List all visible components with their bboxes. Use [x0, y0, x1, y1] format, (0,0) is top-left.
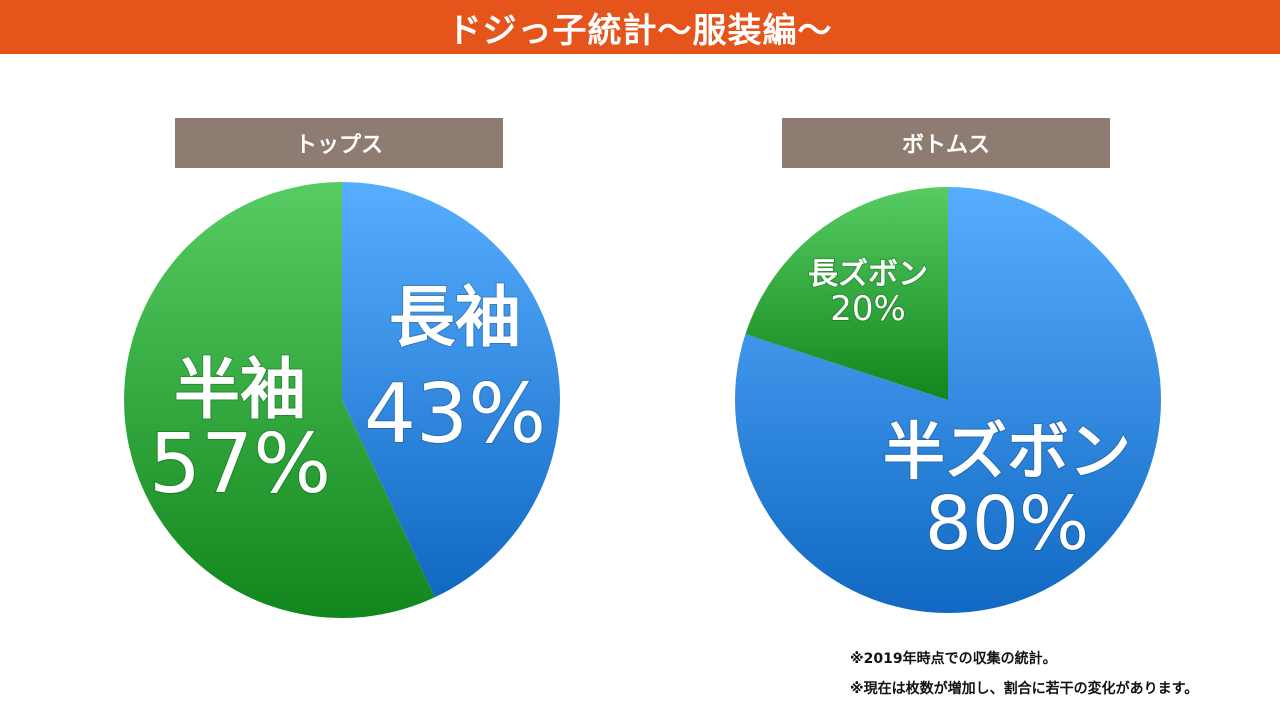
- footnote-line: ※現在は枚数が増加し、割合に若干の変化があります。: [850, 681, 1199, 697]
- slice-value-label: 57%: [149, 417, 331, 512]
- slice-value-label: 20%: [830, 289, 906, 329]
- header-bar: ドジっ子統計〜服装編〜: [0, 0, 1280, 54]
- slice-name-label: 半袖: [174, 351, 306, 428]
- footnotes: ※2019年時点での収集の統計。 ※現在は枚数が増加し、割合に若干の変化がありま…: [850, 644, 1270, 704]
- pie-slice-長ズボン: [745, 187, 948, 400]
- slice-value-label: 80%: [925, 481, 1089, 567]
- chart-title-bottoms: ボトムス: [782, 118, 1110, 168]
- slice-name-label: 半ズボン: [883, 415, 1131, 488]
- footnote-line: ※2019年時点での収集の統計。: [850, 651, 1057, 667]
- slice-value-label: 43%: [364, 367, 546, 462]
- chart-title-tops: トップス: [175, 118, 503, 168]
- slice-name-label: 長袖: [389, 279, 521, 356]
- page-title: ドジっ子統計〜服装編〜: [447, 10, 833, 51]
- slice-name-label: 長ズボン: [808, 257, 928, 292]
- pie-slice-長袖: [342, 182, 560, 598]
- pie-slice-半袖: [123, 182, 435, 618]
